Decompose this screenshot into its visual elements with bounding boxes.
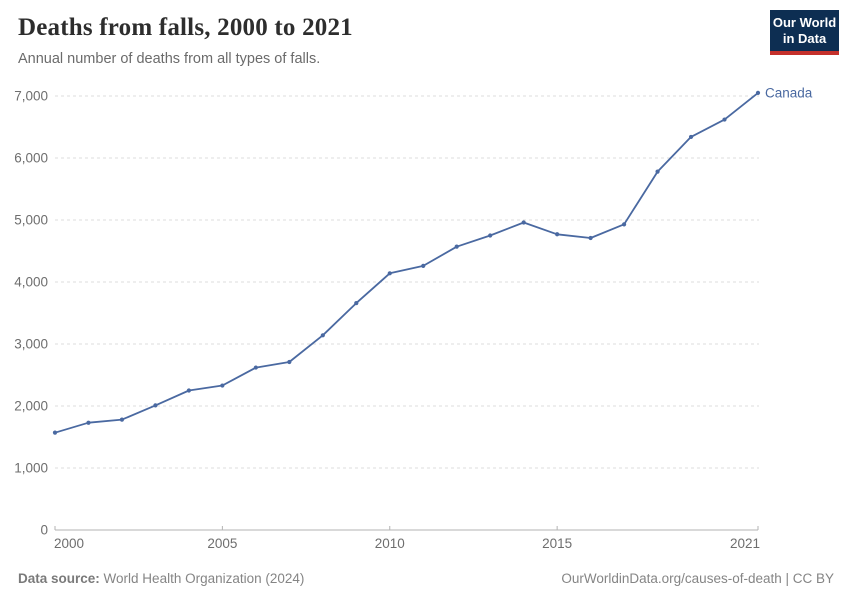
data-point (320, 333, 325, 338)
data-point (588, 235, 593, 241)
y-tick-label: 2,000 (14, 399, 48, 414)
data-point (86, 420, 91, 425)
x-tick-label: 2021 (730, 536, 760, 551)
x-tick-label: 2015 (542, 536, 572, 551)
y-tick-label: 1,000 (14, 461, 48, 476)
data-point (387, 271, 392, 276)
data-point (52, 430, 58, 435)
data-point (521, 220, 526, 225)
data-point (488, 233, 493, 238)
owid-logo-line1: Our World (772, 15, 837, 30)
data-point (755, 90, 761, 95)
data-point (454, 244, 459, 249)
chart-subtitle: Annual number of deaths from all types o… (18, 51, 321, 67)
chart-title: Deaths from falls, 2000 to 2021 (18, 14, 353, 41)
entity-label: Canada (765, 85, 813, 100)
data-source-text: World Health Organization (2024) (103, 571, 305, 586)
y-tick-label: 4,000 (14, 275, 48, 290)
chart-footer: Data source: World Health Organization (… (18, 571, 834, 586)
data-point (119, 417, 125, 422)
owid-logo: Our World in Data (770, 10, 839, 55)
y-tick-label: 3,000 (14, 337, 48, 352)
data-point (186, 388, 192, 393)
data-point (253, 365, 258, 370)
y-tick-label: 5,000 (14, 213, 48, 228)
data-line (54, 92, 759, 434)
data-point (220, 383, 225, 388)
data-point (421, 263, 426, 268)
y-tick-label: 0 (40, 523, 48, 538)
x-tick-label: 2000 (54, 536, 84, 551)
data-point (621, 222, 627, 227)
y-tick-label: 7,000 (14, 89, 48, 104)
data-source-note: Data source: World Health Organization (… (18, 571, 304, 586)
data-point (688, 134, 694, 140)
data-point (153, 403, 158, 408)
x-tick-label: 2005 (207, 536, 237, 551)
data-point (555, 232, 560, 237)
data-point (287, 359, 292, 365)
owid-logo-line2: in Data (782, 30, 827, 46)
data-source-label: Data source: (18, 571, 100, 586)
data-point (722, 117, 727, 122)
data-point (655, 169, 660, 174)
x-tick-label: 2010 (375, 536, 405, 551)
citation-text: OurWorldinData.org/causes-of-death | CC … (561, 571, 834, 586)
data-point (354, 300, 359, 306)
y-tick-label: 6,000 (14, 151, 48, 166)
